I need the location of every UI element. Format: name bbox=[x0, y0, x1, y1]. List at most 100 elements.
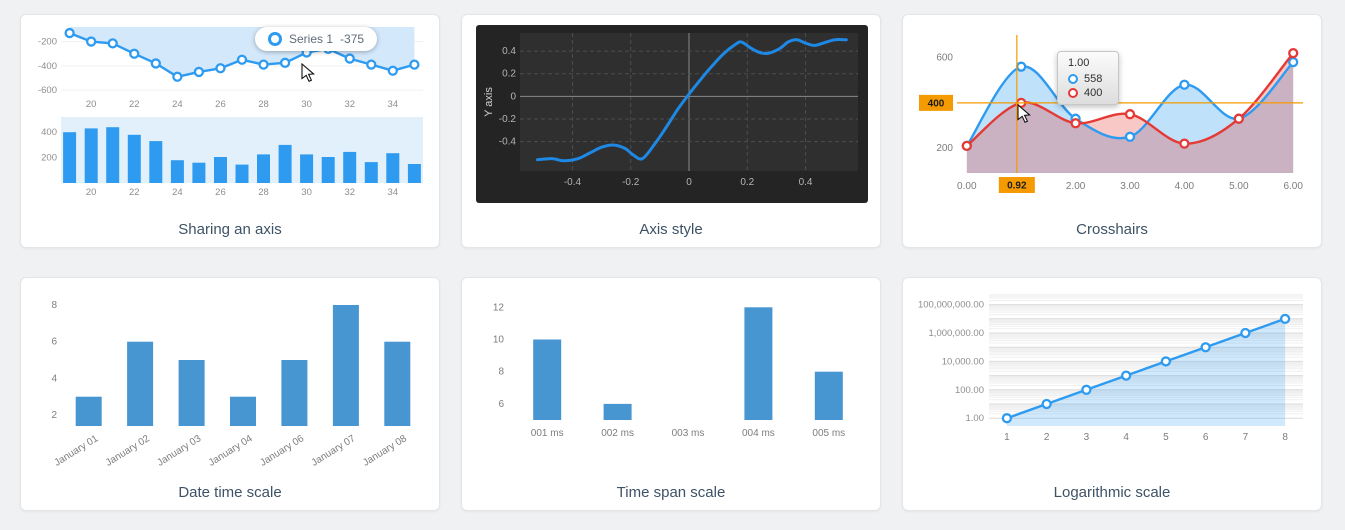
axis-tick-label: 28 bbox=[258, 187, 269, 198]
point-marker bbox=[236, 54, 248, 65]
chart-title: Logarithmic scale bbox=[1053, 484, 1171, 501]
card-crosshairs[interactable]: 200 600 0.00 2.00 3.00 4.00 5.00 6.00 400 0.92 1.… bbox=[902, 14, 1322, 248]
axis-tick-label: 100,000,000.00 bbox=[918, 300, 984, 311]
bar bbox=[170, 160, 184, 183]
card-axis-style[interactable]: -0.4 -0.2 0 0.2 0.4 -0.4 -0.2 0 0.2 0.4 Y axis Axi… bbox=[461, 14, 881, 248]
point-marker bbox=[961, 140, 972, 152]
series-marker-icon bbox=[1068, 74, 1078, 84]
bar bbox=[149, 141, 163, 183]
sharing-an-axis-chart-area[interactable]: -200 -400 -600 20 22 24 26 28 30 32 34 200 400 20 22 24… bbox=[35, 25, 425, 221]
point-marker bbox=[1124, 109, 1136, 120]
axis-tick-label: 0.00 bbox=[957, 181, 977, 192]
axis-tick-label: 34 bbox=[388, 99, 399, 110]
axis-tick-label: 10,000.00 bbox=[942, 356, 984, 367]
axis-tick-label: January 07 bbox=[310, 433, 358, 469]
axis-tick-label: 1,000,000.00 bbox=[929, 328, 984, 339]
axis-tick-label: 6.00 bbox=[1283, 181, 1303, 192]
axis-tick-label: 0.92 bbox=[1007, 181, 1027, 192]
bar bbox=[106, 127, 120, 183]
axis-tick-label: 4 bbox=[1123, 432, 1129, 443]
date-time-scale-chart-area[interactable]: 2 4 6 8 January 01 January 02 January 03 Januar… bbox=[35, 288, 425, 484]
axis-tick-label: 002 ms bbox=[601, 428, 634, 439]
bar bbox=[744, 307, 773, 420]
axis-tick-label: 3.00 bbox=[1120, 181, 1140, 192]
logarithmic-scale-chart-area[interactable]: 1.00 100.00 10,000.00 1,000,000.00 100,000,0… bbox=[917, 288, 1307, 484]
axis-tick-label: 26 bbox=[215, 99, 226, 110]
axis-tick-label: 12 bbox=[493, 302, 505, 313]
axis-tick-label: 3 bbox=[1084, 432, 1090, 443]
point-marker bbox=[86, 36, 97, 47]
axis-tick-label: 26 bbox=[215, 187, 226, 198]
logarithmic-scale-chart[interactable]: 1.00 100.00 10,000.00 1,000,000.00 100,000,0… bbox=[917, 288, 1309, 474]
axis-tick-label: 30 bbox=[301, 99, 312, 110]
axis-tick-label: 20 bbox=[86, 187, 97, 198]
axis-tick-label: January 04 bbox=[207, 433, 255, 469]
point-marker bbox=[1279, 313, 1291, 324]
axis-tick-label: Y axis bbox=[483, 87, 495, 117]
axis-tick-label: 600 bbox=[936, 53, 953, 64]
axis-tick-label: 200 bbox=[41, 153, 57, 164]
bar bbox=[257, 154, 270, 183]
bar bbox=[214, 157, 227, 183]
axis-tick-label: 5.00 bbox=[1229, 181, 1249, 192]
axis-tick-label: 24 bbox=[172, 99, 183, 110]
area-fill bbox=[966, 53, 1294, 173]
axis-tick-label: 0.4 bbox=[799, 177, 813, 188]
axis-tick-label: 2 bbox=[1044, 432, 1050, 443]
axis-tick-label: 20 bbox=[86, 99, 97, 110]
series-marker-icon bbox=[1068, 88, 1078, 98]
crosshair-tooltip: 1.00 558 400 bbox=[1057, 51, 1119, 105]
sharing-an-axis-chart[interactable]: -200 -400 -600 20 22 24 26 28 30 32 34 200 400 20 22 24… bbox=[35, 25, 427, 203]
axis-tick-label: 7 bbox=[1243, 432, 1249, 443]
point-marker bbox=[279, 57, 291, 68]
card-date-time-scale[interactable]: 2 4 6 8 January 01 January 02 January 03 Januar… bbox=[20, 277, 440, 511]
area-fill bbox=[966, 62, 1294, 173]
point-marker bbox=[409, 59, 420, 70]
line-series bbox=[1006, 317, 1286, 420]
axis-tick-label: 2 bbox=[51, 410, 57, 421]
axis-style-chart[interactable]: -0.4 -0.2 0 0.2 0.4 -0.4 -0.2 0 0.2 0.4 Y axis bbox=[476, 25, 868, 203]
bar bbox=[84, 128, 98, 183]
axis-tick-label: -0.2 bbox=[499, 114, 517, 125]
tooltip-value: 558 bbox=[1084, 73, 1103, 85]
axis-tick-label: 1 bbox=[1004, 432, 1010, 443]
point-marker bbox=[1120, 370, 1132, 381]
card-sharing-an-axis[interactable]: -200 -400 -600 20 22 24 26 28 30 32 34 200 400 20 22 24… bbox=[20, 14, 440, 248]
crosshairs-chart[interactable]: 200 600 0.00 2.00 3.00 4.00 5.00 6.00 400 0.92 bbox=[917, 25, 1309, 207]
chart-title: Date time scale bbox=[178, 484, 282, 501]
axis-tick-label: 8 bbox=[498, 367, 504, 378]
point-marker bbox=[1179, 138, 1190, 149]
axis-tick-label: 400 bbox=[41, 127, 57, 138]
chart-title: Sharing an axis bbox=[178, 221, 282, 238]
axis-style-chart-area[interactable]: -0.4 -0.2 0 0.2 0.4 -0.4 -0.2 0 0.2 0.4 Y axis bbox=[476, 25, 868, 221]
point-marker bbox=[1041, 398, 1052, 410]
card-time-span-scale[interactable]: 6 8 10 12 001 ms 002 ms 003 ms 004 ms 005 ms Tim… bbox=[461, 277, 881, 511]
point-marker bbox=[1081, 384, 1092, 395]
bar bbox=[603, 403, 632, 420]
time-span-scale-chart[interactable]: 6 8 10 12 001 ms 002 ms 003 ms 004 ms 005 ms bbox=[476, 288, 868, 466]
point-marker bbox=[150, 58, 161, 69]
axis-tick-label: 0.4 bbox=[502, 46, 516, 57]
axis-tick-label: 24 bbox=[172, 187, 183, 198]
bar bbox=[384, 341, 411, 426]
chart-title: Axis style bbox=[639, 221, 703, 238]
axis-tick-label: 0.2 bbox=[740, 177, 754, 188]
point-marker bbox=[193, 66, 205, 78]
tooltip-series-label: Series 1 bbox=[289, 32, 334, 46]
area-fill bbox=[1006, 318, 1286, 426]
card-logarithmic-scale[interactable]: 1.00 100.00 10,000.00 1,000,000.00 100,000,0… bbox=[902, 277, 1322, 511]
axis-tick-label: 2.00 bbox=[1066, 181, 1086, 192]
series-tooltip: Series 1 -375 bbox=[255, 27, 378, 51]
time-span-scale-chart-area[interactable]: 6 8 10 12 001 ms 002 ms 003 ms 004 ms 005 ms bbox=[476, 288, 866, 484]
point-marker bbox=[1160, 356, 1172, 367]
crosshairs-chart-area[interactable]: 200 600 0.00 2.00 3.00 4.00 5.00 6.00 400 0.92 1.… bbox=[917, 25, 1307, 221]
axis-tick-label: 6 bbox=[51, 337, 57, 348]
crosshair-y-label-box bbox=[919, 94, 953, 111]
axis-tick-label: January 01 bbox=[53, 433, 101, 469]
bar bbox=[127, 134, 141, 183]
axis-tick-label: 6 bbox=[1203, 432, 1209, 443]
axis-tick-label: 32 bbox=[344, 187, 355, 198]
axis-tick-label: -0.2 bbox=[622, 177, 640, 188]
crosshair-x-label-box bbox=[998, 177, 1035, 193]
